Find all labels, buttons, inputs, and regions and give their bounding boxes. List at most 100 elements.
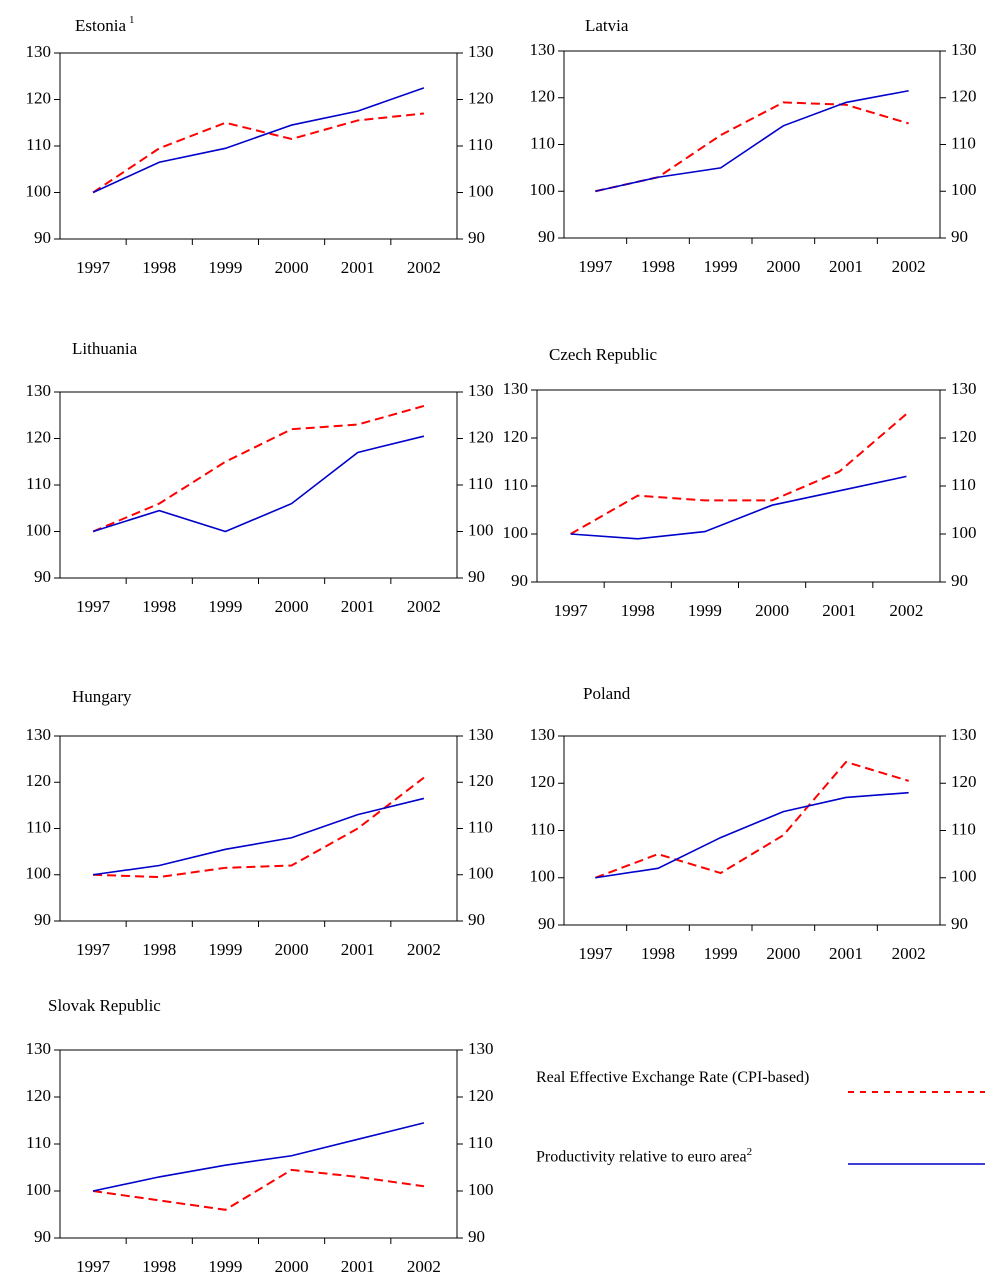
plot-frame (563, 50, 941, 239)
legend-note: 2 (746, 1146, 753, 1158)
x-tick-label: 1997 (578, 257, 613, 276)
x-tick-label: 2002 (889, 601, 923, 620)
x-tick-label: 2001 (822, 601, 856, 620)
y2-tick-label: 90 (468, 1227, 485, 1246)
x-tick-label: 1997 (76, 258, 111, 277)
x-tick-label: 1998 (142, 258, 176, 277)
y-tick-label: 110 (26, 1133, 51, 1152)
x-tick-label: 2000 (766, 944, 800, 963)
x-tick-label: 1999 (208, 1257, 242, 1276)
series-line (92, 404, 425, 533)
plot-frame (536, 389, 941, 583)
y-tick-label: 120 (530, 772, 556, 791)
y-tick-label: 120 (26, 427, 52, 446)
y-tick-label: 100 (26, 520, 52, 539)
x-tick-label: 1998 (142, 940, 176, 959)
x-tick-label: 2000 (275, 1257, 309, 1276)
y-tick-label: 130 (26, 725, 52, 744)
y2-tick-label: 100 (951, 523, 977, 542)
title-text: Poland (583, 684, 631, 703)
y-tick-label: 110 (26, 135, 51, 154)
title-text: Slovak Republic (48, 996, 161, 1015)
x-tick-label: 2000 (275, 940, 309, 959)
series-line (92, 435, 425, 533)
y-tick-label: 130 (26, 1039, 52, 1058)
x-tick-label: 1998 (621, 601, 655, 620)
x-tick-label: 2002 (407, 1257, 441, 1276)
series-line (92, 112, 425, 194)
y-tick-label: 120 (530, 87, 556, 106)
x-tick-label: 2000 (766, 257, 800, 276)
chart-title: Poland (583, 684, 631, 703)
y-tick-label: 90 (34, 1227, 51, 1246)
y2-tick-label: 130 (468, 381, 494, 400)
x-tick-label: 1997 (76, 940, 111, 959)
plot-frame (59, 52, 458, 240)
x-tick-label: 1999 (688, 601, 722, 620)
x-tick-label: 2001 (341, 1257, 375, 1276)
y2-tick-label: 130 (468, 42, 494, 61)
x-tick-label: 2002 (892, 944, 926, 963)
title-text: Estonia (75, 16, 126, 35)
y-tick-label: 130 (503, 379, 529, 398)
x-tick-label: 1998 (142, 597, 176, 616)
y2-tick-label: 110 (951, 475, 976, 494)
y-tick-label: 100 (26, 864, 52, 883)
y-tick-label: 90 (34, 228, 51, 247)
y-tick-label: 90 (511, 571, 528, 590)
y-tick-label: 110 (26, 474, 51, 493)
y2-tick-label: 100 (468, 1180, 494, 1199)
series-line (92, 1122, 425, 1192)
legend-label: Real Effective Exchange Rate (CPI-based) (536, 1069, 810, 1086)
y-tick-label: 90 (538, 227, 555, 246)
chart-title: Latvia (585, 16, 629, 35)
chart-title: Czech Republic (549, 345, 658, 364)
y-tick-label: 120 (26, 1086, 52, 1105)
series-line (595, 89, 909, 193)
y-tick-label: 120 (503, 427, 529, 446)
y2-tick-label: 120 (951, 772, 977, 791)
x-tick-label: 1997 (578, 944, 613, 963)
x-tick-label: 1997 (76, 597, 111, 616)
x-tick-label: 2002 (892, 257, 926, 276)
legend-label: Productivity relative to euro area2 (536, 1139, 776, 1170)
y-tick-label: 120 (26, 771, 52, 790)
y2-tick-label: 130 (951, 725, 977, 744)
y2-tick-label: 100 (468, 181, 494, 200)
y-tick-label: 100 (26, 1180, 52, 1199)
title-text: Hungary (72, 687, 132, 706)
y2-tick-label: 100 (951, 867, 977, 886)
y-tick-label: 110 (530, 133, 555, 152)
y-tick-label: 130 (26, 42, 52, 61)
x-tick-label: 1999 (704, 944, 738, 963)
plot-frame (59, 1049, 458, 1239)
y-tick-label: 100 (530, 180, 556, 199)
y2-tick-label: 110 (468, 474, 493, 493)
x-tick-label: 2000 (755, 601, 789, 620)
y2-tick-label: 90 (468, 228, 485, 247)
y2-tick-label: 100 (468, 864, 494, 883)
chart-title: Estonia 1 (75, 14, 135, 35)
x-tick-label: 2001 (341, 597, 375, 616)
y-tick-label: 120 (26, 88, 52, 107)
x-tick-label: 1999 (208, 258, 242, 277)
series-line (595, 101, 909, 193)
y-tick-label: 110 (503, 475, 528, 494)
y2-tick-label: 120 (468, 771, 494, 790)
title-note: 1 (129, 14, 135, 26)
title-text: Czech Republic (549, 345, 658, 364)
y-tick-label: 90 (538, 914, 555, 933)
chart-title: Lithuania (72, 339, 138, 358)
y2-tick-label: 100 (468, 520, 494, 539)
y2-tick-label: 100 (951, 180, 977, 199)
title-text: Lithuania (72, 339, 138, 358)
x-tick-label: 2000 (275, 258, 309, 277)
y-tick-label: 100 (26, 181, 52, 200)
series-line (92, 797, 425, 876)
x-tick-label: 1997 (76, 1257, 111, 1276)
chart-title: Hungary (72, 687, 132, 706)
x-tick-label: 1999 (208, 597, 242, 616)
series-line (570, 413, 908, 535)
series-line (570, 475, 907, 540)
